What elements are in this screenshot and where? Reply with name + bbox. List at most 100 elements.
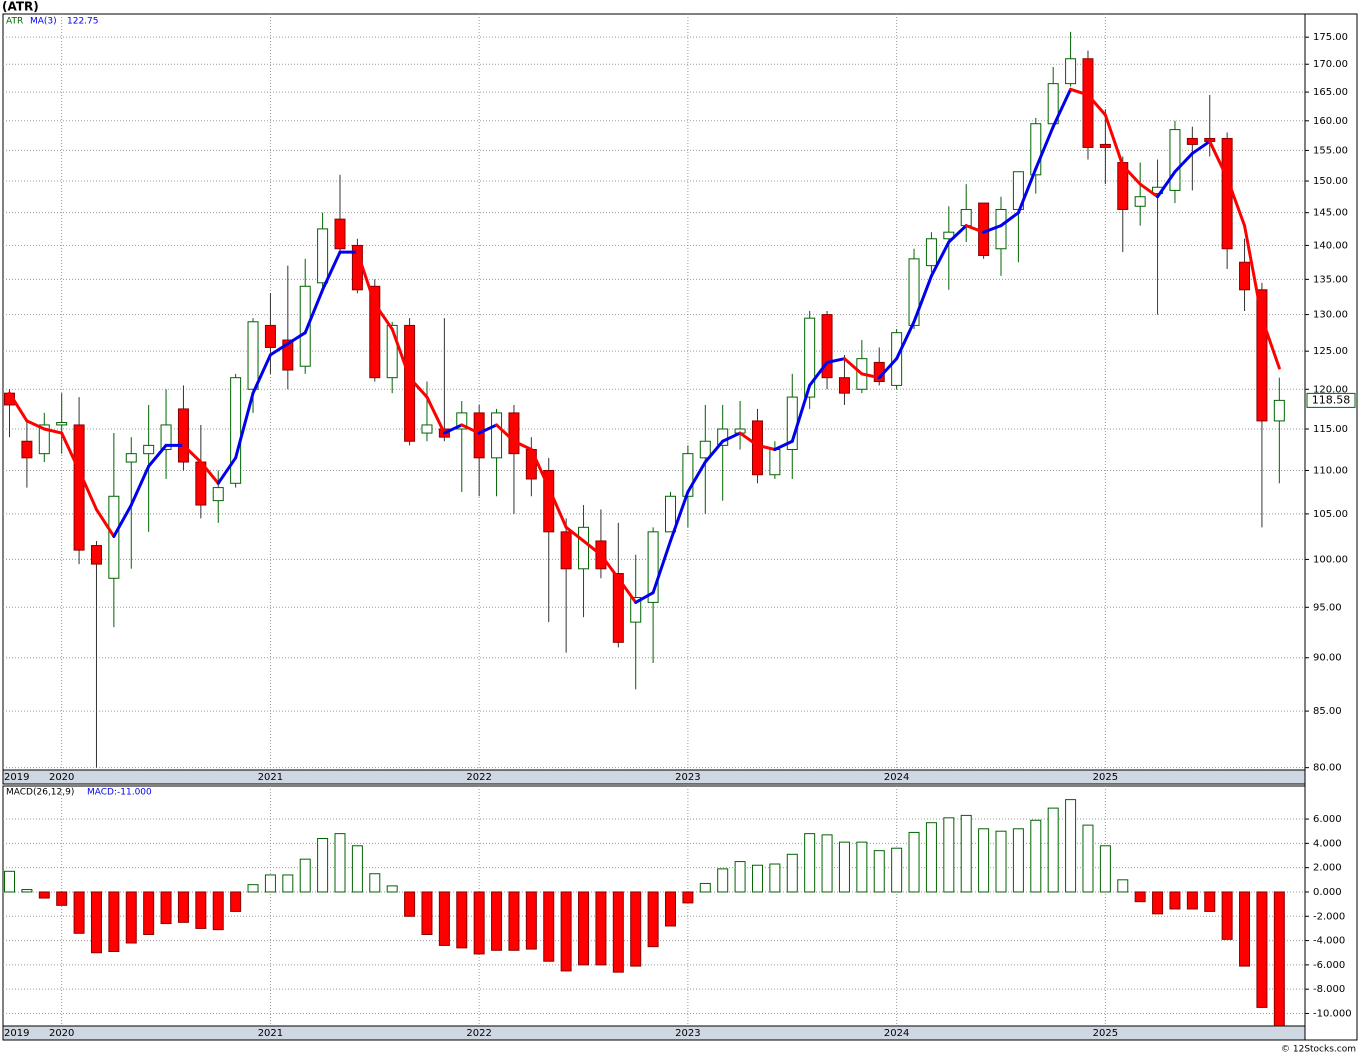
- ma-line: [512, 439, 533, 452]
- ma-legend: MA(3): [30, 17, 57, 27]
- macd-bar: [125, 891, 137, 944]
- candle-body: [38, 424, 50, 455]
- x-tick-label: 2023: [675, 772, 700, 783]
- y-tick-label: 120.00: [1313, 384, 1348, 395]
- macd-bar: [90, 891, 102, 954]
- candle-body: [334, 218, 346, 250]
- macd-bar: [177, 891, 189, 923]
- candle-body: [456, 412, 468, 430]
- ma-line: [25, 419, 46, 431]
- y-tick-label: 115.00: [1313, 424, 1348, 435]
- candle-body: [421, 424, 433, 434]
- macd-bar: [456, 891, 468, 949]
- ma-line: [1034, 125, 1055, 171]
- ma-line: [495, 423, 516, 443]
- y-tick-label: 80.00: [1313, 763, 1342, 774]
- y-tick-label: -4.000: [1313, 936, 1345, 947]
- ma-line: [181, 443, 203, 464]
- ma-line: [408, 376, 429, 399]
- ma-line: [129, 464, 151, 507]
- candle-body: [717, 428, 729, 446]
- ma-line: [982, 224, 1003, 234]
- ma-line: [1086, 93, 1107, 117]
- macd-bar: [299, 858, 311, 893]
- y-tick-label: -6.000: [1313, 960, 1345, 971]
- macd-bar: [891, 847, 903, 893]
- y-tick-label: 6.000: [1313, 814, 1342, 825]
- ma-line: [442, 423, 464, 435]
- candle-body: [578, 526, 590, 570]
- macd-bar: [4, 870, 15, 893]
- ma-line: [1138, 182, 1160, 199]
- ma-line: [721, 431, 742, 443]
- candle-body: [995, 208, 1007, 250]
- candle-body: [160, 424, 172, 451]
- ma-line: [147, 443, 168, 468]
- y-tick-label: 100.00: [1313, 554, 1348, 565]
- candle-body: [282, 339, 294, 371]
- macd-bar: [699, 882, 711, 893]
- macd-bar: [717, 868, 729, 893]
- macd-bar: [143, 891, 155, 935]
- ma-line: [755, 443, 777, 452]
- candle-body: [317, 228, 329, 284]
- macd-bar: [508, 891, 520, 951]
- y-tick-label: -8.000: [1313, 984, 1345, 995]
- x-tick-label: 2024: [884, 772, 909, 783]
- macd-bar: [1012, 828, 1024, 893]
- macd-bar: [682, 891, 694, 904]
- macd-bar: [1047, 807, 1059, 893]
- macd-bar: [404, 891, 416, 917]
- macd-bar: [38, 891, 50, 899]
- ma-line: [286, 331, 307, 346]
- candle-body: [821, 314, 833, 379]
- ma-line: [42, 427, 64, 435]
- x-tick-label: 2021: [258, 772, 283, 783]
- macd-bar: [1030, 819, 1042, 893]
- macd-bar: [160, 891, 172, 925]
- macd-bar: [543, 891, 555, 962]
- x-tick-label: 2025: [1093, 1028, 1118, 1039]
- ma-line: [634, 591, 655, 604]
- candle-body: [838, 377, 850, 394]
- ma-line: [251, 353, 272, 395]
- ma-line: [77, 468, 98, 511]
- ma-line: [60, 431, 81, 472]
- macd-bar: [108, 891, 120, 953]
- ma-line: [460, 423, 481, 435]
- x-tick-label: 2025: [1093, 772, 1118, 783]
- macd-bar: [578, 891, 590, 966]
- ma-line: [1173, 151, 1194, 174]
- candle-body: [386, 324, 398, 379]
- ma-line: [1225, 176, 1247, 228]
- y-tick-label: 170.00: [1313, 59, 1348, 70]
- macd-bar: [960, 814, 972, 893]
- macd-bar: [1273, 891, 1285, 1027]
- macd-bar: [978, 828, 990, 893]
- ma-line: [268, 342, 290, 357]
- ma-line: [703, 439, 725, 464]
- ma-line: [477, 423, 499, 435]
- y-tick-label: 130.00: [1313, 310, 1348, 321]
- macd-bar: [21, 889, 33, 893]
- candle-body: [630, 597, 642, 623]
- y-tick-label: 95.00: [1313, 602, 1342, 613]
- ma-line: [234, 391, 255, 460]
- ma-line: [842, 357, 864, 376]
- candle-body: [925, 238, 937, 267]
- macd-bar: [386, 885, 398, 893]
- y-tick-label: 0.000: [1313, 887, 1342, 898]
- candle-body: [647, 531, 659, 603]
- candle-body: [299, 285, 311, 367]
- ma-line: [860, 372, 881, 380]
- ma-line: [651, 539, 673, 595]
- macd-bar: [1152, 891, 1164, 915]
- y-tick-label: 85.00: [1313, 706, 1342, 717]
- ma-line: [686, 460, 707, 494]
- candle-body: [473, 412, 485, 459]
- chart-title: (ATR): [2, 0, 39, 14]
- ma-line: [8, 391, 29, 423]
- y-tick-label: 155.00: [1313, 145, 1348, 156]
- ma-line: [964, 224, 986, 234]
